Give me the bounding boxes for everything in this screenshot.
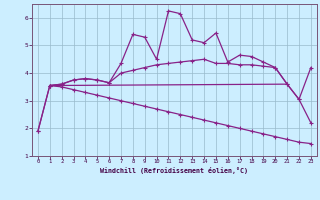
X-axis label: Windchill (Refroidissement éolien,°C): Windchill (Refroidissement éolien,°C) [100,167,248,174]
